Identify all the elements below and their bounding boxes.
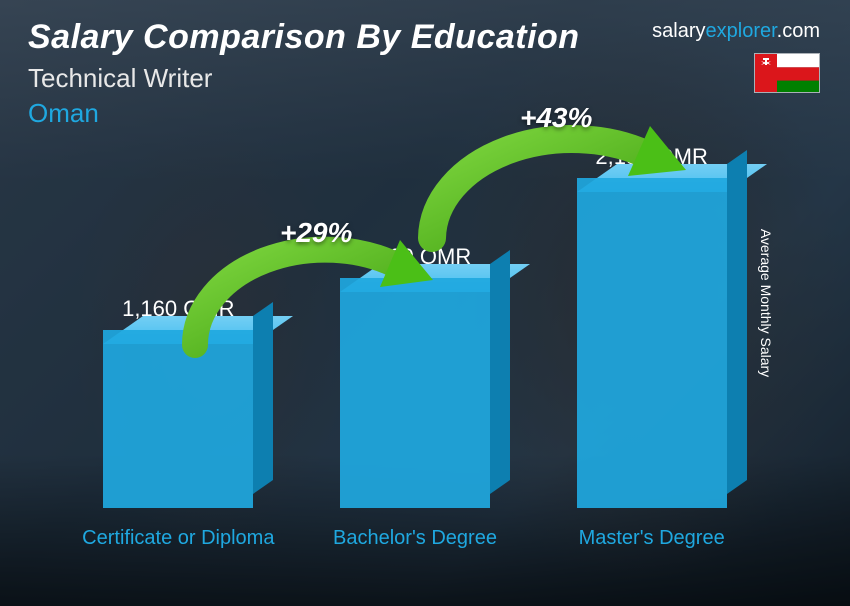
brand-block: salaryexplorer.com — [652, 20, 820, 93]
bar-3d — [577, 178, 727, 508]
bar-3d — [103, 330, 253, 508]
bar-3d — [340, 278, 490, 508]
brand-logo-text: salaryexplorer.com — [652, 20, 820, 43]
brand-suffix: .com — [777, 20, 820, 42]
country-name: Oman — [28, 98, 822, 129]
bar-label: Bachelor's Degree — [333, 526, 497, 576]
bar-label: Master's Degree — [579, 526, 725, 576]
country-flag-icon — [754, 53, 820, 93]
bar-chart: 1,160 OMR Certificate or Diploma 1,500 O… — [60, 136, 770, 576]
brand-prefix: salary — [652, 20, 705, 42]
bar-group: 2,150 OMR Master's Degree — [552, 144, 752, 576]
bar-group: 1,500 OMR Bachelor's Degree — [315, 244, 515, 576]
bar-group: 1,160 OMR Certificate or Diploma — [78, 296, 278, 576]
bar-label: Certificate or Diploma — [82, 526, 274, 576]
brand-accent: explorer — [706, 20, 777, 42]
